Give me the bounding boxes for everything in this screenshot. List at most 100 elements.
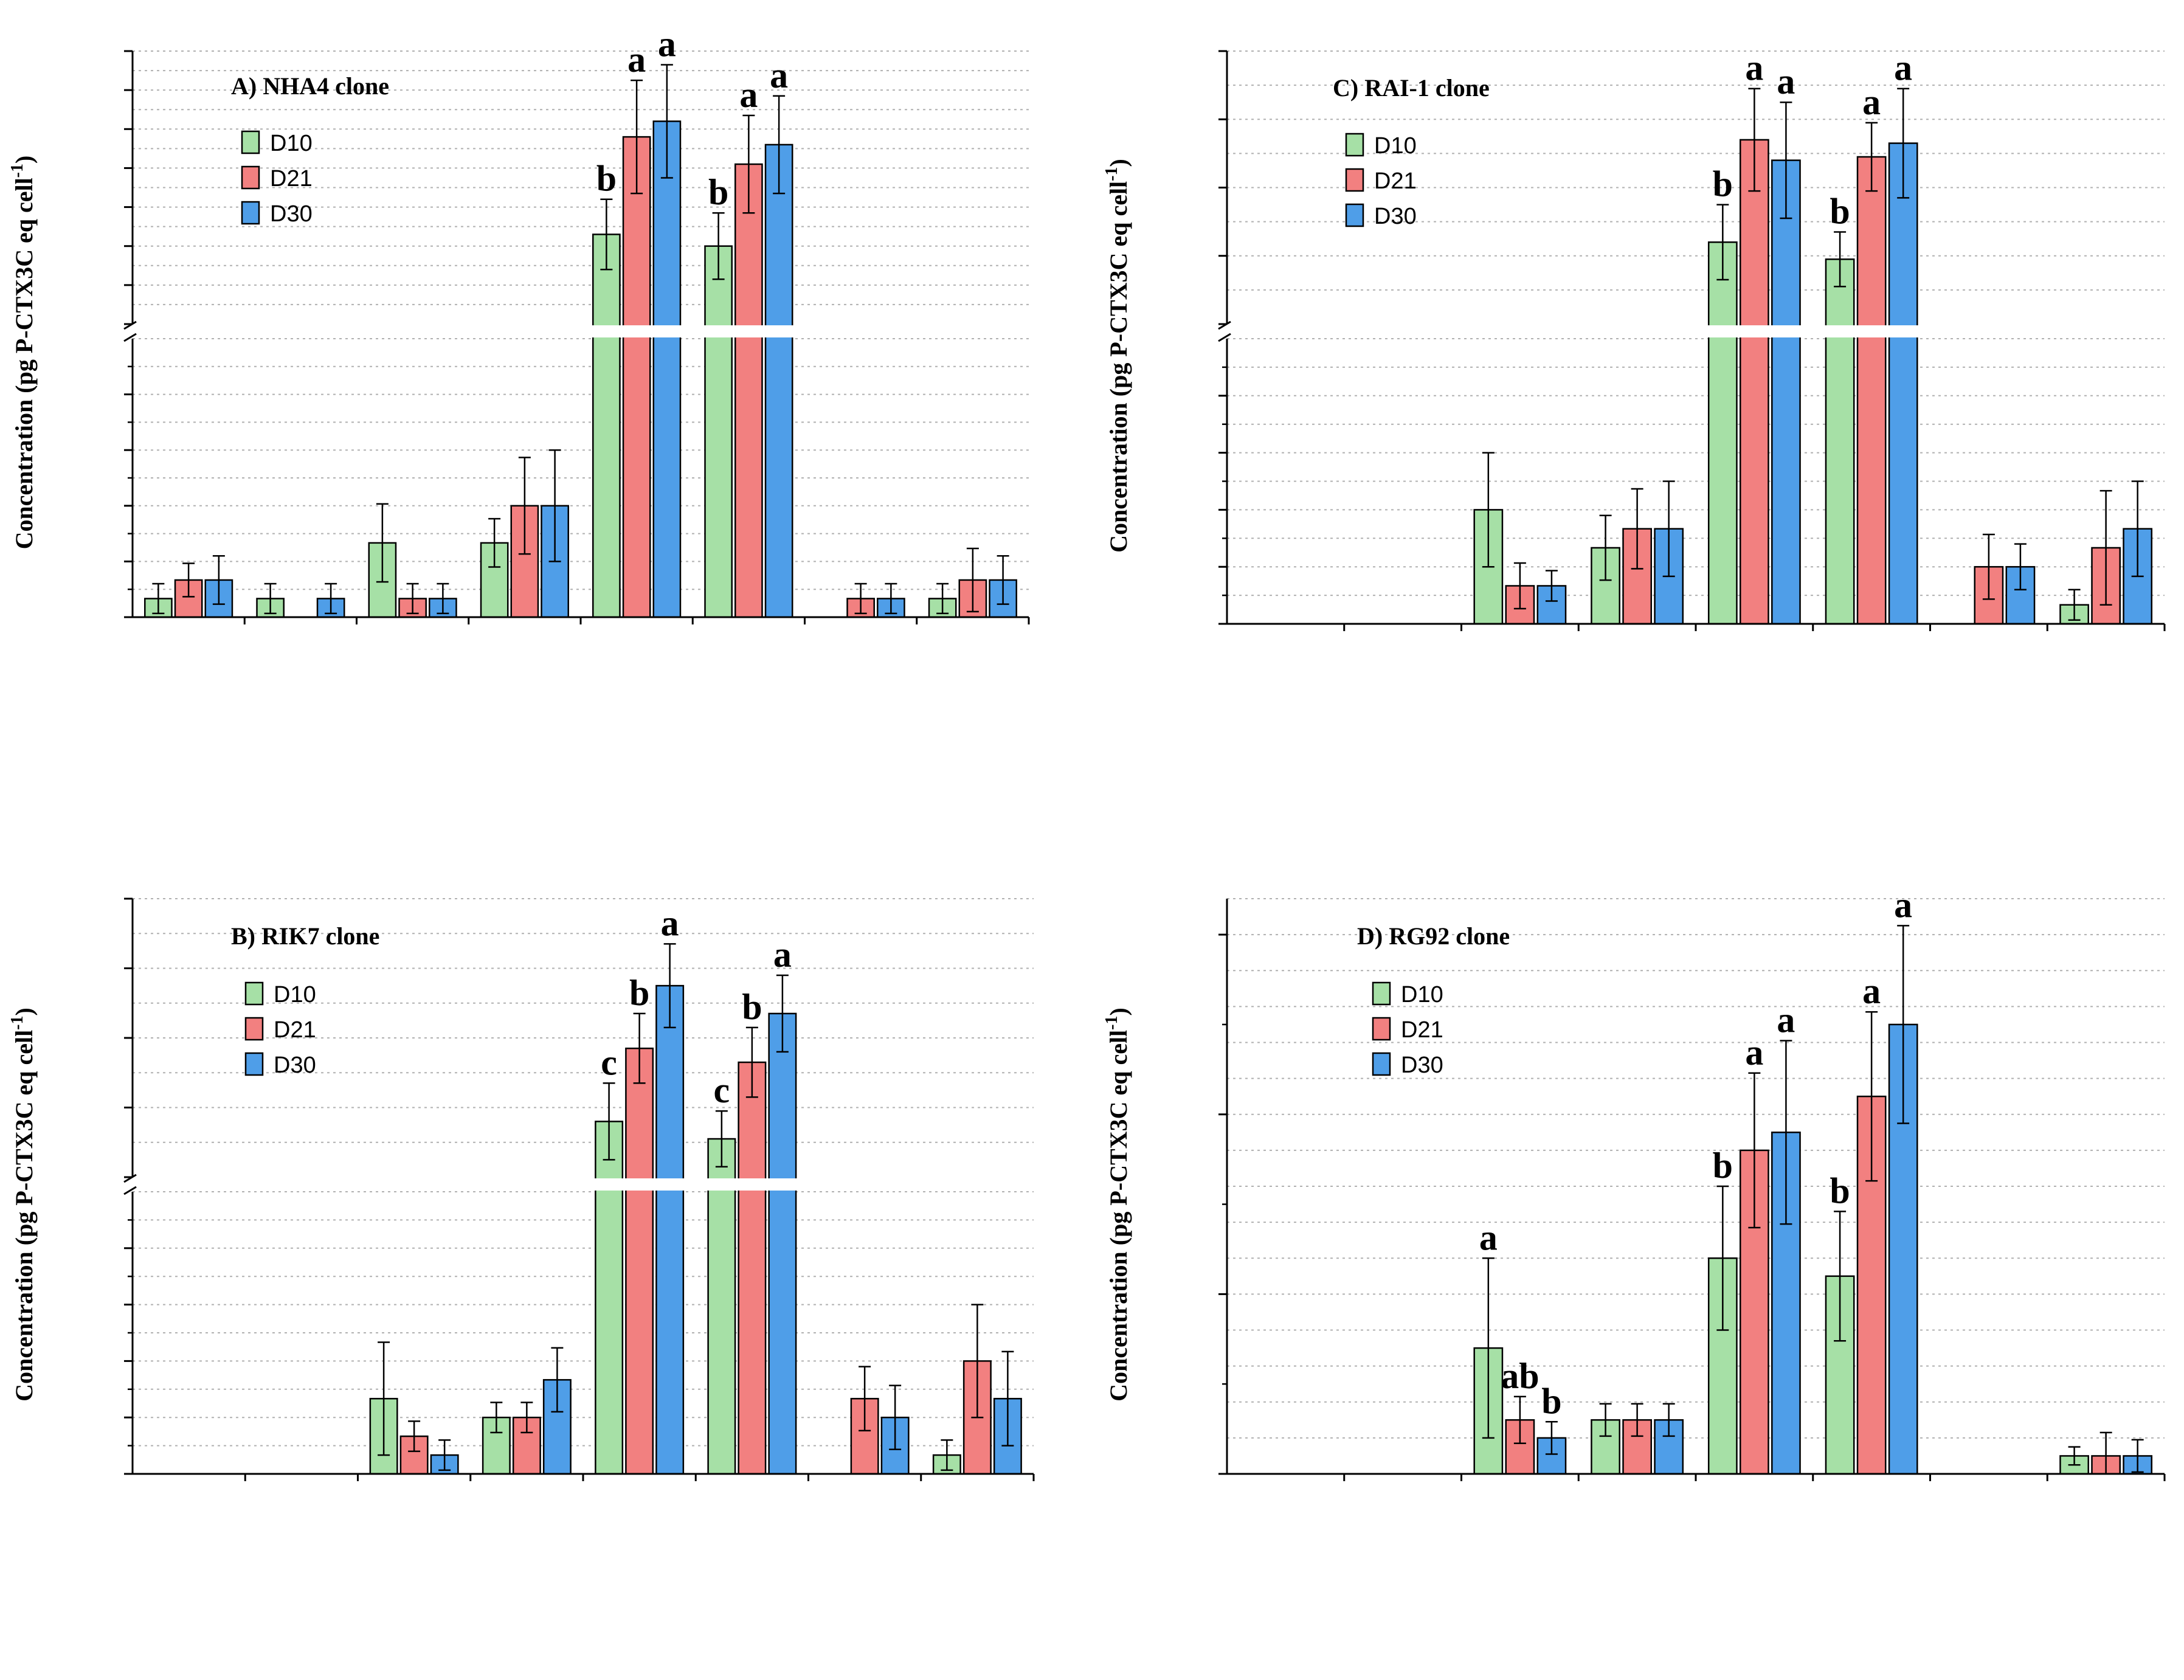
legend-swatch-d21 bbox=[244, 1017, 264, 1041]
legend-label-d10: D10 bbox=[1374, 133, 1417, 159]
significance-letter: b bbox=[708, 172, 728, 212]
significance-letter: b bbox=[1830, 1170, 1850, 1211]
significance-letter: b bbox=[742, 987, 762, 1027]
bar-d21 bbox=[622, 136, 651, 618]
y-axis-label-close: ) bbox=[10, 156, 38, 164]
legend-label-d10: D10 bbox=[1401, 982, 1443, 1008]
bar-d21 bbox=[1622, 1419, 1653, 1475]
legend-label-d10: D10 bbox=[270, 131, 313, 156]
significance-letter: a bbox=[1745, 48, 1763, 88]
bar-d10 bbox=[707, 1138, 736, 1475]
bar-d21 bbox=[738, 1061, 767, 1475]
axis-break-mark bbox=[123, 333, 137, 342]
bar-d10 bbox=[1825, 258, 1855, 625]
significance-letter: b bbox=[1830, 191, 1850, 231]
y-axis-label: Concentration (pg P-CTX3C eq cell-1) bbox=[8, 156, 38, 550]
legend-label-d30: D30 bbox=[1374, 204, 1417, 229]
legend-label-d21: D21 bbox=[274, 1017, 316, 1043]
significance-letter: a bbox=[1745, 1032, 1763, 1073]
bar-d10 bbox=[595, 1121, 624, 1475]
y-axis-label-close: ) bbox=[10, 1008, 38, 1015]
significance-letter: a bbox=[627, 40, 646, 80]
legend-label-d21: D21 bbox=[1401, 1017, 1443, 1043]
panel-title: A) NHA4 clone bbox=[231, 72, 389, 100]
y-axis-label-close: ) bbox=[1105, 159, 1132, 167]
significance-letter: a bbox=[773, 935, 792, 975]
significance-letter: b bbox=[1713, 1146, 1733, 1186]
legend-swatch-d30 bbox=[241, 201, 260, 225]
legend-label-d10: D10 bbox=[274, 982, 316, 1008]
chart-panel-2: Concentration (pg P-CTX3C eq cell-1) C) R… bbox=[1102, 48, 2166, 631]
bar-d30 bbox=[655, 984, 685, 1475]
significance-letter: a bbox=[739, 75, 758, 115]
legend-swatch-d10 bbox=[1345, 133, 1364, 157]
legend: D10 D21 D30 bbox=[241, 130, 313, 227]
y-axis-label-sup: -1 bbox=[8, 1015, 27, 1029]
chart-panel-4: Concentration (pg P-CTX3C eq cell-1) D) R… bbox=[1102, 885, 2166, 1481]
y-axis-label: Concentration (pg P-CTX3C eq cell-1) bbox=[1102, 1008, 1132, 1402]
significance-letter: b bbox=[596, 159, 617, 199]
bar-d30 bbox=[764, 143, 793, 618]
legend-swatch-d30 bbox=[244, 1052, 264, 1076]
bar-d10 bbox=[592, 233, 621, 618]
y-axis-label-sup: -1 bbox=[1102, 167, 1121, 181]
legend-swatch-d21 bbox=[1345, 168, 1364, 192]
significance-letter: c bbox=[714, 1070, 730, 1110]
bar-d30 bbox=[768, 1012, 797, 1475]
legend: D10 D21 D30 bbox=[1372, 981, 1443, 1078]
legend-swatch-d30 bbox=[1345, 203, 1364, 227]
y-axis-label: Concentration (pg P-CTX3C eq cell-1) bbox=[8, 1008, 38, 1402]
bar-d10 bbox=[704, 245, 733, 618]
legend-swatch-d21 bbox=[1372, 1017, 1391, 1041]
bar-d30 bbox=[1888, 142, 1918, 625]
significance-letter: a bbox=[1777, 61, 1795, 102]
significance-letter: a bbox=[1862, 971, 1881, 1011]
y-axis-label-main: Concentration (pg P-CTX3C eq cell bbox=[10, 1030, 38, 1402]
legend-label-d30: D30 bbox=[274, 1053, 316, 1078]
chart-panel-1: Concentration (pg P-CTX3C eq cell-1) A) N… bbox=[8, 24, 1030, 624]
significance-letter: a bbox=[658, 24, 676, 64]
legend-label-d21: D21 bbox=[270, 166, 313, 192]
panel-title: B) RIK7 clone bbox=[231, 922, 379, 950]
bar-d30 bbox=[1771, 159, 1801, 625]
bar-d21 bbox=[625, 1047, 654, 1475]
legend-swatch-d21 bbox=[241, 165, 260, 190]
y-axis-label-sup: -1 bbox=[8, 164, 27, 178]
axis-break-mark bbox=[1218, 320, 1231, 330]
bar-d30 bbox=[652, 120, 682, 618]
legend: D10 D21 D30 bbox=[244, 981, 316, 1078]
significance-letter: b bbox=[629, 973, 649, 1013]
axis-break-mark bbox=[1218, 333, 1231, 342]
significance-letter: a bbox=[1862, 82, 1881, 122]
significance-letter: a bbox=[1894, 885, 1912, 925]
y-axis-label: Concentration (pg P-CTX3C eq cell-1) bbox=[1102, 159, 1132, 553]
legend-label-d30: D30 bbox=[1401, 1053, 1443, 1078]
significance-letter: a bbox=[1777, 1000, 1795, 1040]
bar-d21 bbox=[1739, 139, 1769, 625]
legend-label-d30: D30 bbox=[270, 201, 313, 227]
significance-letter: a bbox=[1479, 1217, 1498, 1257]
y-axis-label-close: ) bbox=[1105, 1008, 1132, 1015]
bar-d21 bbox=[734, 163, 763, 618]
significance-letter: b bbox=[1541, 1381, 1561, 1421]
axis-break-gap bbox=[120, 1178, 1034, 1191]
y-axis-label-sup: -1 bbox=[1102, 1015, 1121, 1029]
y-axis-label-main: Concentration (pg P-CTX3C eq cell bbox=[1105, 181, 1132, 553]
significance-letter: ab bbox=[1501, 1356, 1539, 1396]
significance-letter: b bbox=[1713, 164, 1733, 204]
legend: D10 D21 D30 bbox=[1345, 133, 1417, 229]
bar-d10 bbox=[1707, 241, 1738, 625]
axis-break-gap bbox=[120, 325, 1029, 337]
significance-letter: a bbox=[1894, 48, 1912, 88]
legend-label-d21: D21 bbox=[1374, 168, 1417, 194]
axis-break-mark bbox=[123, 320, 137, 330]
panel-title: C) RAI-1 clone bbox=[1333, 74, 1490, 102]
chart-panel-3: Concentration (pg P-CTX3C eq cell-1) B) R… bbox=[8, 897, 1035, 1481]
axis-break-mark bbox=[123, 1186, 137, 1195]
significance-letter: a bbox=[770, 55, 788, 95]
significance-letter: c bbox=[601, 1042, 617, 1082]
y-axis-label-main: Concentration (pg P-CTX3C eq cell bbox=[1105, 1030, 1132, 1402]
panel-title: D) RG92 clone bbox=[1357, 922, 1510, 950]
legend-swatch-d30 bbox=[1372, 1052, 1391, 1076]
